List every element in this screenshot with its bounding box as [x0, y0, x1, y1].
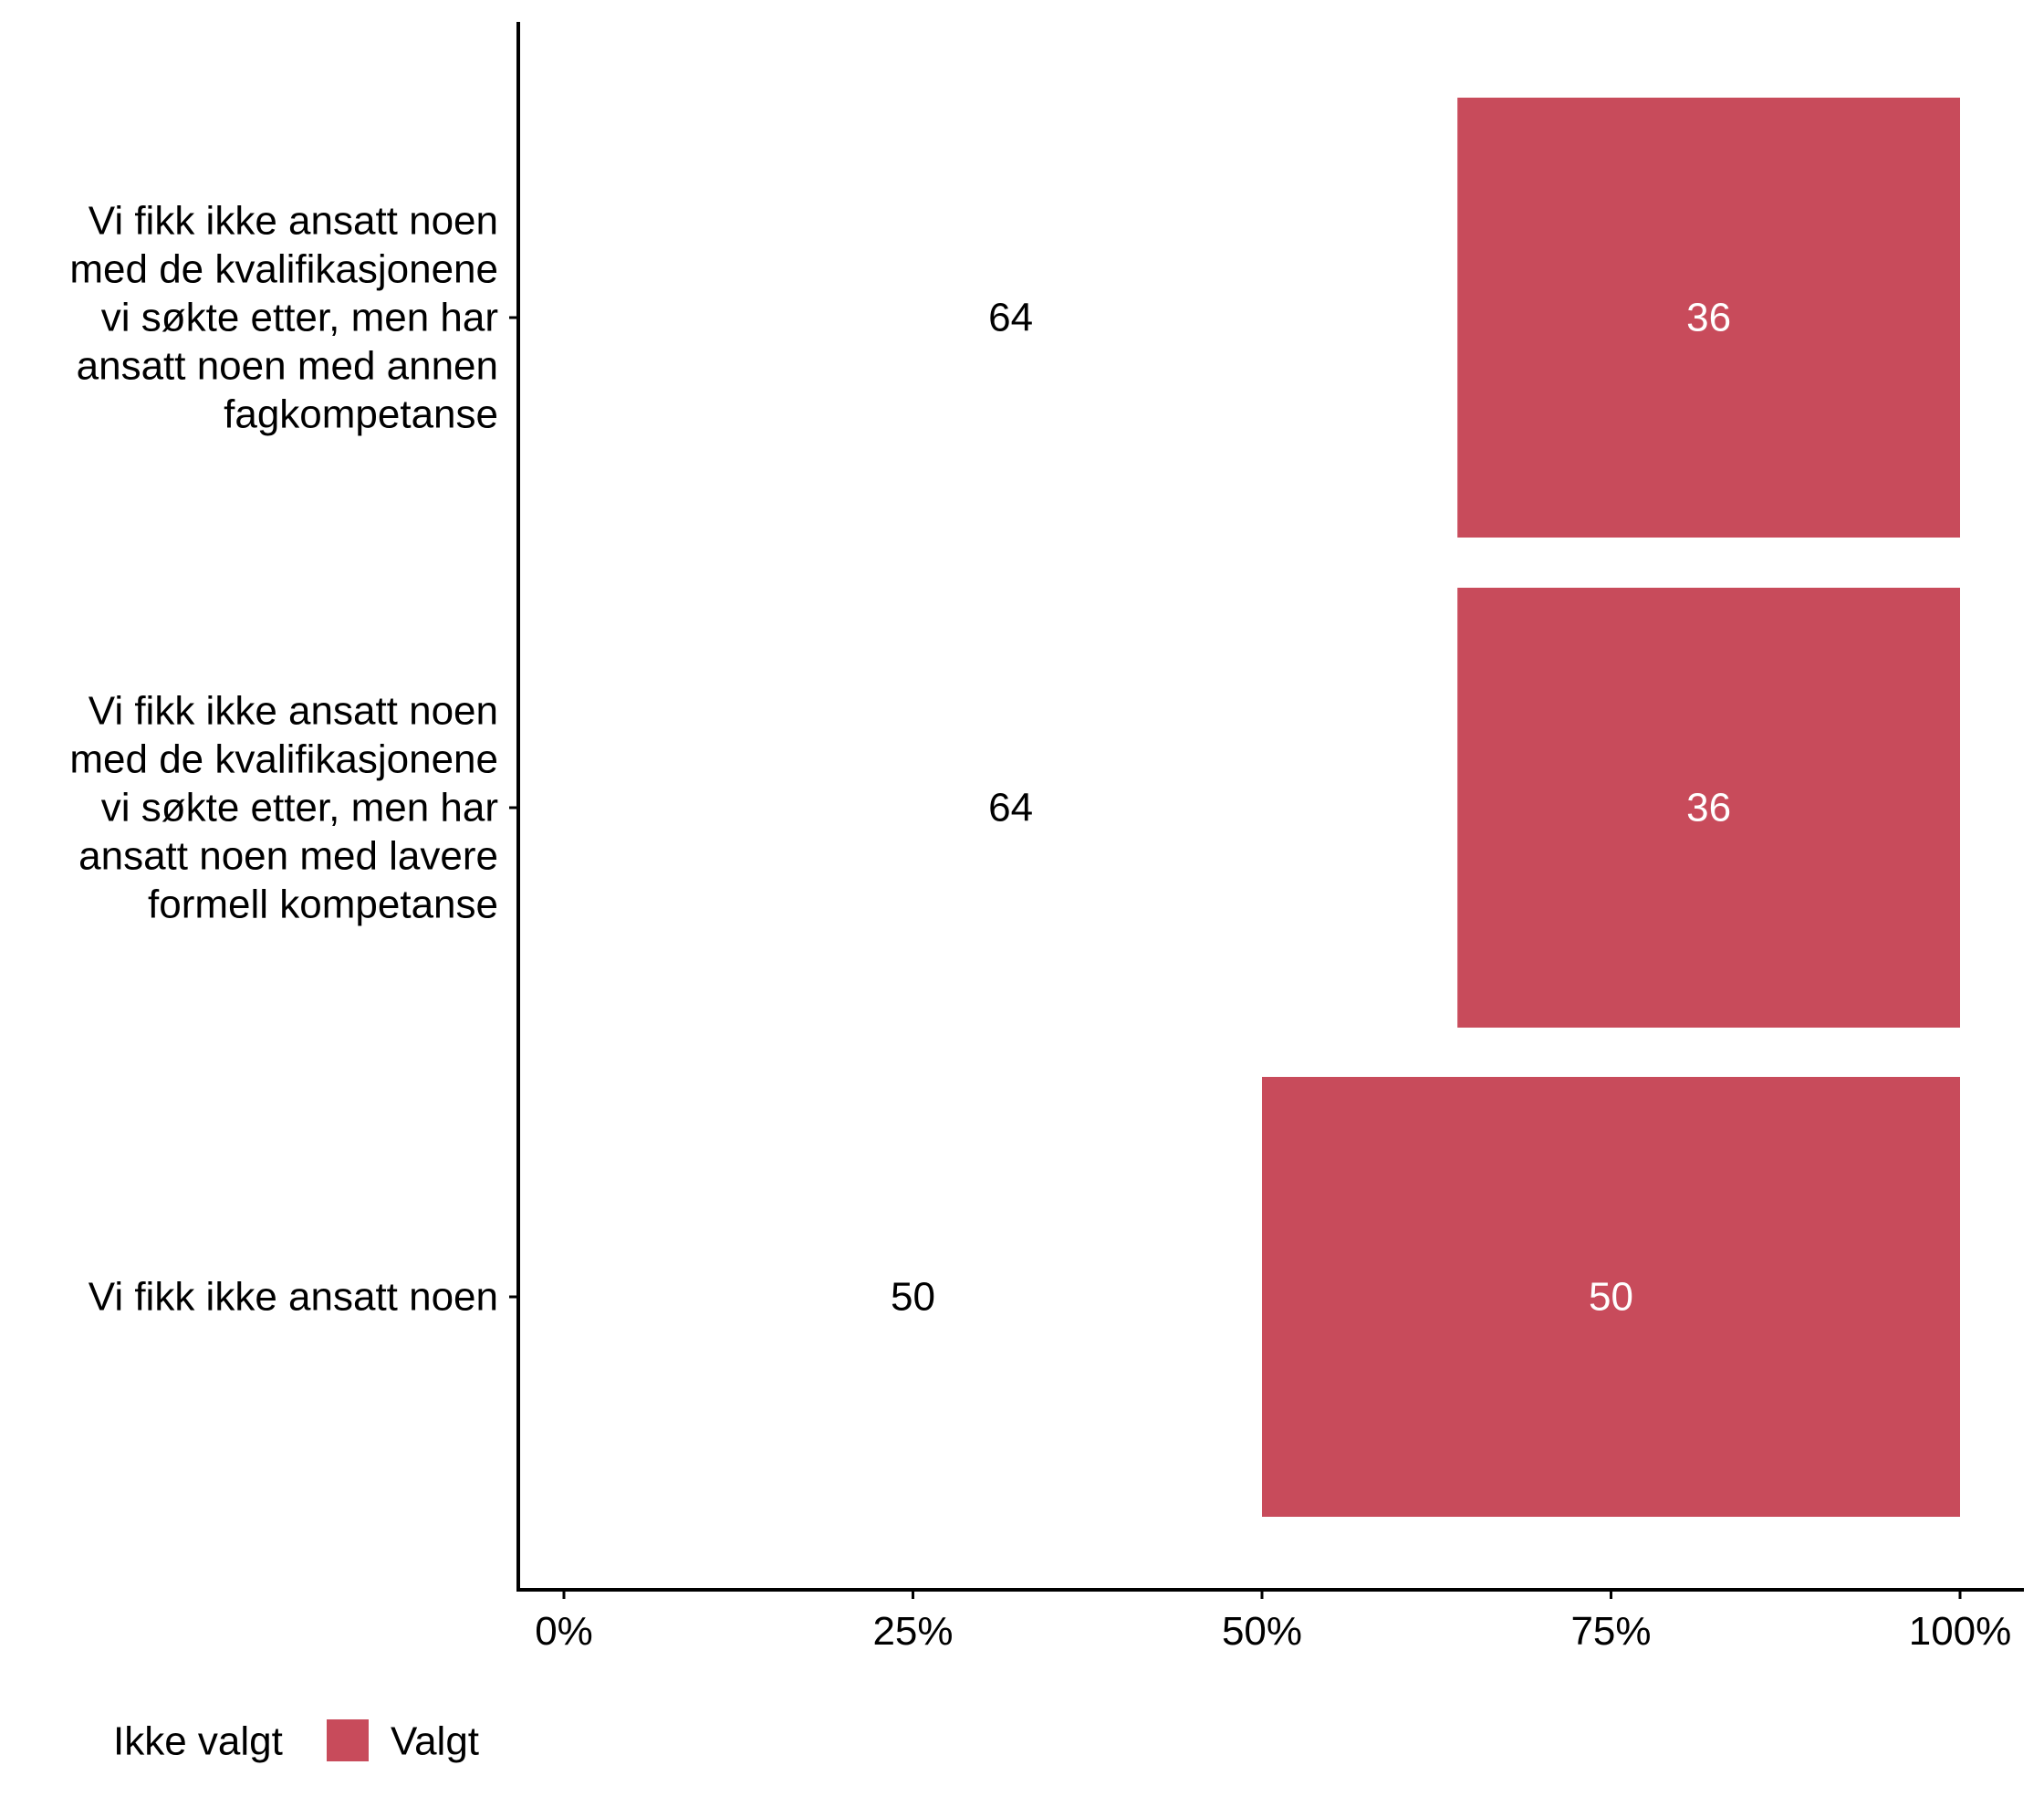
- bar-labels-layer: 64 36 64 36 50 50: [891, 296, 1731, 1320]
- y-category-label-line: fagkompetanse: [224, 392, 498, 437]
- legend: Ikke valgt Valgt: [113, 1719, 479, 1764]
- axes-layer: 0% 25% 50% 75% 100%Vi fikk ikke ansatt noen m…: [69, 22, 2024, 1654]
- x-tick-label: 25%: [872, 1609, 953, 1654]
- y-category-label-line: vi søkte etter, men har: [101, 296, 498, 340]
- x-tick-label: 75%: [1570, 1609, 1651, 1654]
- bar-value-label: 64: [988, 296, 1033, 340]
- y-category-label-line: formell kompetanse: [148, 883, 498, 927]
- y-category-label-line: Vi fikk ikke ansatt noen: [89, 689, 498, 734]
- bar-value-label: 50: [1589, 1275, 1633, 1320]
- x-tick-label: 50%: [1222, 1609, 1302, 1654]
- bar-value-label: 64: [988, 786, 1033, 830]
- y-category-label: Vi fikk ikke ansatt noen: [89, 1275, 498, 1320]
- legend-label-ikke-valgt: Ikke valgt: [113, 1719, 283, 1764]
- x-tick-label: 0%: [535, 1609, 593, 1654]
- y-category-label-line: Vi fikk ikke ansatt noen: [89, 1275, 498, 1320]
- bars-layer: [1262, 98, 1960, 1517]
- x-tick-label: 100%: [1909, 1609, 2012, 1654]
- legend-swatch-valgt: [327, 1719, 369, 1761]
- y-category-label-line: med de kvalifikasjonene: [69, 247, 498, 292]
- y-category-label-line: Vi fikk ikke ansatt noen: [89, 199, 498, 244]
- bar-value-label: 36: [1686, 786, 1731, 830]
- y-category-label-line: vi søkte etter, men har: [101, 786, 498, 830]
- y-category-label: Vi fikk ikke ansatt noen med de kvalifika…: [69, 689, 498, 927]
- legend-label-valgt: Valgt: [391, 1719, 479, 1764]
- bar-2-category-3: [1262, 1077, 1960, 1517]
- y-category-label: Vi fikk ikke ansatt noen med de kvalifika…: [69, 199, 498, 437]
- bar-value-label: 50: [891, 1275, 935, 1320]
- bar-value-label: 36: [1686, 296, 1731, 340]
- bar-2-category-2: [1457, 588, 1960, 1028]
- y-category-label-line: ansatt noen med annen: [77, 344, 498, 389]
- bar-2-category-1: [1457, 98, 1960, 538]
- y-category-label-line: ansatt noen med lavere: [78, 834, 498, 879]
- y-category-label-line: med de kvalifikasjonene: [69, 737, 498, 782]
